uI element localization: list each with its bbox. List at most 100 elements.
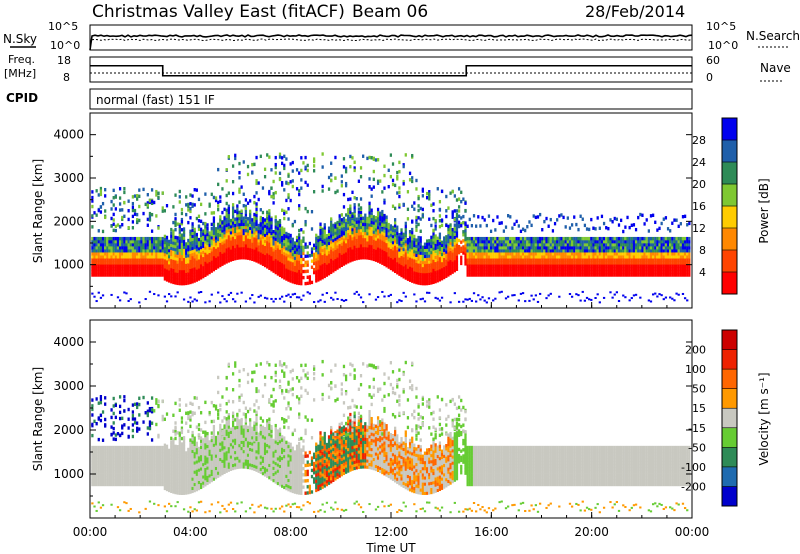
power-cell xyxy=(398,254,401,258)
power-cell xyxy=(428,266,431,270)
power-cell xyxy=(268,189,271,194)
power-cell xyxy=(515,246,518,250)
power-cell xyxy=(381,255,384,259)
power-cell xyxy=(464,221,467,225)
power-cell xyxy=(455,212,459,217)
power-cell xyxy=(617,252,621,256)
power-cell xyxy=(370,232,373,237)
power-cell xyxy=(227,219,230,224)
power-cell xyxy=(182,269,186,274)
power-cell xyxy=(187,300,190,303)
power-cell xyxy=(419,239,422,243)
power-cell xyxy=(272,254,275,258)
power-cell xyxy=(349,259,352,263)
power-cell xyxy=(400,243,403,247)
power-cell xyxy=(349,237,352,242)
power-cell xyxy=(240,237,243,242)
power-cell xyxy=(583,255,587,259)
power-cell xyxy=(259,215,262,220)
power-cell xyxy=(381,237,384,241)
power-cell xyxy=(285,259,288,263)
power-cell xyxy=(570,249,574,253)
power-cbar-swatch xyxy=(722,162,737,185)
power-cell xyxy=(106,252,109,256)
power-cell xyxy=(686,270,689,274)
power-cell xyxy=(295,250,299,255)
power-cell xyxy=(349,231,352,236)
power-cell xyxy=(387,238,390,242)
power-cell xyxy=(176,260,179,264)
power-cell xyxy=(289,261,292,265)
power-cell xyxy=(195,248,198,252)
power-cbar-swatch xyxy=(722,250,737,273)
power-cell xyxy=(483,243,486,247)
power-cell xyxy=(295,238,299,243)
power-cell xyxy=(396,170,399,175)
power-cell xyxy=(189,238,192,242)
power-cell xyxy=(327,269,331,273)
power-cell xyxy=(683,273,687,277)
power-cell xyxy=(283,300,286,303)
power-cell xyxy=(227,234,230,239)
power-cell xyxy=(475,255,478,259)
power-cell xyxy=(500,264,503,268)
power-cell xyxy=(178,257,181,262)
power-cell xyxy=(174,253,177,258)
power-cell xyxy=(630,261,633,265)
power-cell xyxy=(315,245,318,250)
power-cell xyxy=(402,241,405,246)
power-cell xyxy=(417,260,420,264)
power-cell xyxy=(415,221,418,225)
power-cell xyxy=(97,273,100,277)
power-cell xyxy=(504,270,508,274)
power-cell xyxy=(291,261,294,266)
power-cell xyxy=(607,252,610,256)
power-cell xyxy=(511,267,514,271)
power-cell xyxy=(317,244,320,249)
power-cell xyxy=(123,186,126,191)
power-cell xyxy=(449,301,452,304)
power-cell xyxy=(338,228,341,232)
power-cell xyxy=(121,246,124,250)
power-cell xyxy=(413,268,416,272)
power-cell xyxy=(302,275,305,280)
power-cell xyxy=(153,293,156,296)
power-cell xyxy=(236,250,239,254)
power-cell xyxy=(637,267,640,271)
power-cell xyxy=(504,258,508,262)
power-cell xyxy=(274,252,277,257)
power-cell xyxy=(253,221,256,226)
power-cell xyxy=(466,246,469,250)
power-cell xyxy=(536,267,540,271)
power-cell xyxy=(225,208,228,213)
power-cell xyxy=(513,255,516,259)
power-cell xyxy=(131,273,135,277)
power-cell xyxy=(588,267,591,271)
power-cell xyxy=(396,225,399,229)
power-cell xyxy=(664,243,668,247)
power-cell xyxy=(609,270,612,274)
power-cell xyxy=(351,249,354,253)
power-cell xyxy=(319,246,322,251)
power-cell xyxy=(590,270,593,274)
power-cell xyxy=(148,211,152,216)
power-cell xyxy=(285,271,288,275)
power-cell xyxy=(549,246,552,250)
power-cell xyxy=(436,248,439,253)
power-cell xyxy=(455,240,459,244)
power-cell xyxy=(180,272,184,277)
power-cell xyxy=(411,219,414,223)
power-cell xyxy=(406,190,410,194)
power-cell xyxy=(217,291,220,294)
power-cell xyxy=(321,263,324,268)
power-cell xyxy=(321,242,324,247)
power-cell xyxy=(475,264,478,268)
power-cell xyxy=(543,264,546,268)
power-cell xyxy=(575,258,578,262)
power-cell xyxy=(257,232,260,237)
power-cell xyxy=(242,160,245,164)
power-cell xyxy=(127,246,130,250)
power-cell xyxy=(651,249,655,253)
power-cell xyxy=(293,265,297,270)
power-cell xyxy=(411,153,414,158)
